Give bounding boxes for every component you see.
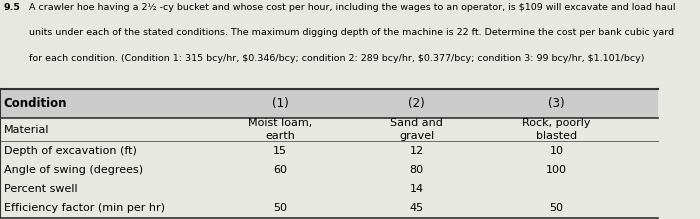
Text: A crawler hoe having a 2½ -cy bucket and whose cost per hour, including the wage: A crawler hoe having a 2½ -cy bucket and… [29,3,676,12]
Text: 9.5: 9.5 [4,3,20,12]
Text: (3): (3) [548,97,565,110]
Text: for each condition. (Condition 1: 315 bcy/hr, $0.346/bcy; condition 2: 289 bcy/h: for each condition. (Condition 1: 315 bc… [29,54,645,63]
Text: 15: 15 [273,146,287,156]
Text: (1): (1) [272,97,288,110]
Text: Condition: Condition [4,97,67,110]
Text: 60: 60 [273,165,287,175]
Text: 50: 50 [550,203,564,213]
FancyBboxPatch shape [0,89,658,118]
Text: 12: 12 [410,146,424,156]
Text: Sand and
gravel: Sand and gravel [390,118,443,141]
Text: Percent swell: Percent swell [4,184,77,194]
Text: Rock, poorly
blasted: Rock, poorly blasted [522,118,591,141]
Text: 14: 14 [410,184,424,194]
Text: Efficiency factor (min per hr): Efficiency factor (min per hr) [4,203,164,213]
Text: 100: 100 [546,165,567,175]
Text: Angle of swing (degrees): Angle of swing (degrees) [4,165,143,175]
Text: 50: 50 [273,203,287,213]
Text: 45: 45 [410,203,424,213]
Text: Depth of excavation (ft): Depth of excavation (ft) [4,146,136,156]
Text: Moist loam,
earth: Moist loam, earth [248,118,312,141]
Text: (2): (2) [408,97,425,110]
Text: units under each of the stated conditions. The maximum digging depth of the mach: units under each of the stated condition… [29,28,675,37]
Text: 80: 80 [410,165,424,175]
Text: Material: Material [4,125,49,135]
Text: 10: 10 [550,146,564,156]
